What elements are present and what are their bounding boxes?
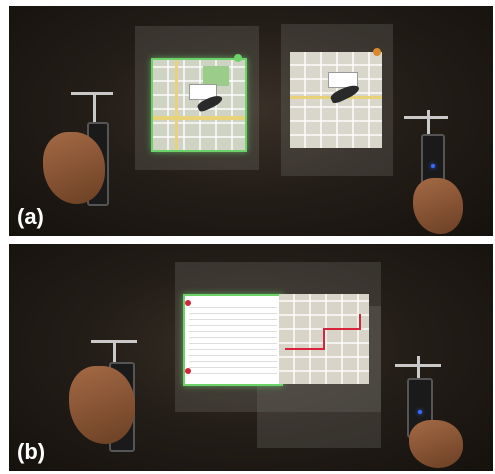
tracking-rig-right	[404, 116, 448, 119]
tracking-rig-left-post	[93, 94, 96, 124]
route-end-marker	[185, 368, 191, 374]
panel-b-photo: (b)	[9, 244, 493, 471]
hand-left-b	[69, 366, 135, 444]
tracking-rig-right-b-post	[417, 356, 420, 386]
directions-panel	[183, 294, 283, 386]
route-start-marker	[185, 300, 191, 306]
panel-a-photo: (a)	[9, 6, 493, 236]
panel-label-b: (b)	[17, 439, 46, 464]
tracking-rig-left-b-post	[113, 340, 116, 370]
panel-label-a: (a)	[17, 204, 44, 229]
hand-right	[413, 178, 463, 234]
projected-map-right	[290, 52, 382, 148]
corner-marker-green	[234, 54, 242, 62]
tracking-rig-right-post	[427, 110, 430, 140]
projected-map-route	[279, 294, 369, 384]
hand-right-b	[409, 420, 463, 468]
hand-left	[43, 132, 105, 204]
corner-marker-orange	[373, 48, 381, 56]
tracking-rig-left	[71, 92, 113, 95]
projected-map-left	[151, 58, 247, 152]
